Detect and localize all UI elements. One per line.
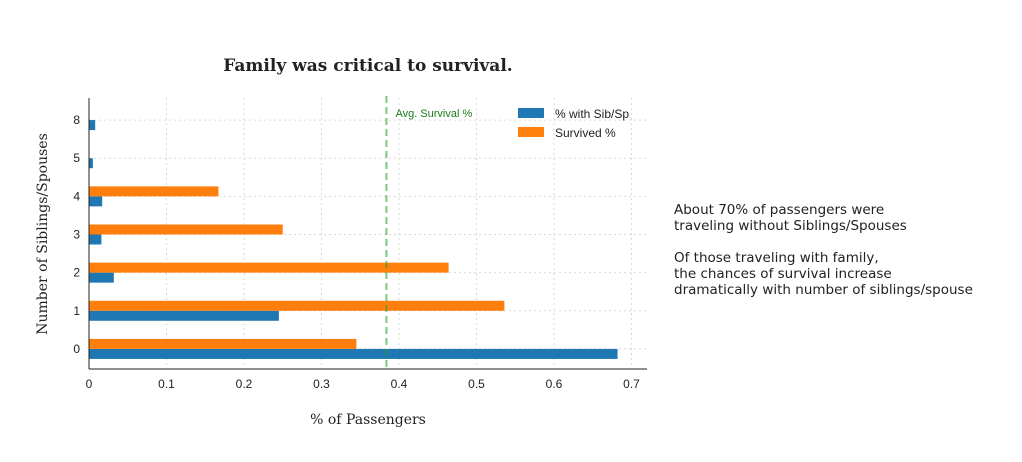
x-tick-label: 0.1 — [158, 377, 175, 391]
y-axis-label: Number of Siblings/Spouses — [35, 133, 51, 335]
legend-swatch — [518, 127, 544, 137]
x-tick-label: 0.7 — [623, 377, 640, 391]
legend: % with Sib/Sp Survived % — [518, 107, 629, 140]
bar-survived — [89, 186, 219, 197]
bar-with-sibsp — [89, 158, 93, 169]
bar-survived — [89, 262, 449, 273]
y-tick-label: 8 — [73, 113, 80, 127]
y-tick-label: 3 — [73, 228, 80, 242]
x-tick-label: 0 — [86, 377, 93, 391]
x-tick-label: 0.2 — [236, 377, 253, 391]
bars — [89, 120, 618, 359]
annotation-note: About 70% of passengers were traveling w… — [674, 202, 1014, 314]
x-axis-label: % of Passengers — [310, 412, 426, 428]
y-tick-label: 0 — [73, 342, 80, 356]
y-tick-label: 1 — [73, 304, 80, 318]
bar-with-sibsp — [89, 196, 103, 207]
annotation-paragraph-2: Of those traveling with family, the chan… — [674, 250, 973, 298]
bar-survived — [89, 338, 357, 349]
chart-title: Family was critical to survival. — [223, 56, 512, 76]
bar-survived — [89, 224, 283, 235]
x-tick-label: 0.3 — [313, 377, 330, 391]
y-tick-label: 5 — [73, 151, 80, 165]
legend-swatch — [518, 108, 544, 118]
bar-with-sibsp — [89, 348, 618, 359]
x-tick-label: 0.6 — [546, 377, 563, 391]
bar-with-sibsp — [89, 234, 102, 245]
bar-with-sibsp — [89, 120, 96, 131]
bar-with-sibsp — [89, 310, 279, 321]
avg-survival-label: Avg. Survival % — [395, 108, 472, 120]
bar-survived — [89, 300, 505, 311]
annotation-paragraph-1: About 70% of passengers were traveling w… — [674, 202, 907, 234]
legend-label: Survived % — [555, 126, 616, 140]
bar-with-sibsp — [89, 272, 114, 283]
reference-line: Avg. Survival % — [385, 96, 472, 369]
legend-label: % with Sib/Sp — [555, 107, 629, 121]
axes: 0 0.1 0.2 0.3 0.4 0.5 0.6 0.7 0 1 2 3 4 5 8 — [73, 98, 647, 391]
y-tick-label: 4 — [73, 189, 80, 203]
x-tick-label: 0.4 — [391, 377, 408, 391]
x-tick-label: 0.5 — [468, 377, 485, 391]
y-tick-label: 2 — [73, 266, 80, 280]
